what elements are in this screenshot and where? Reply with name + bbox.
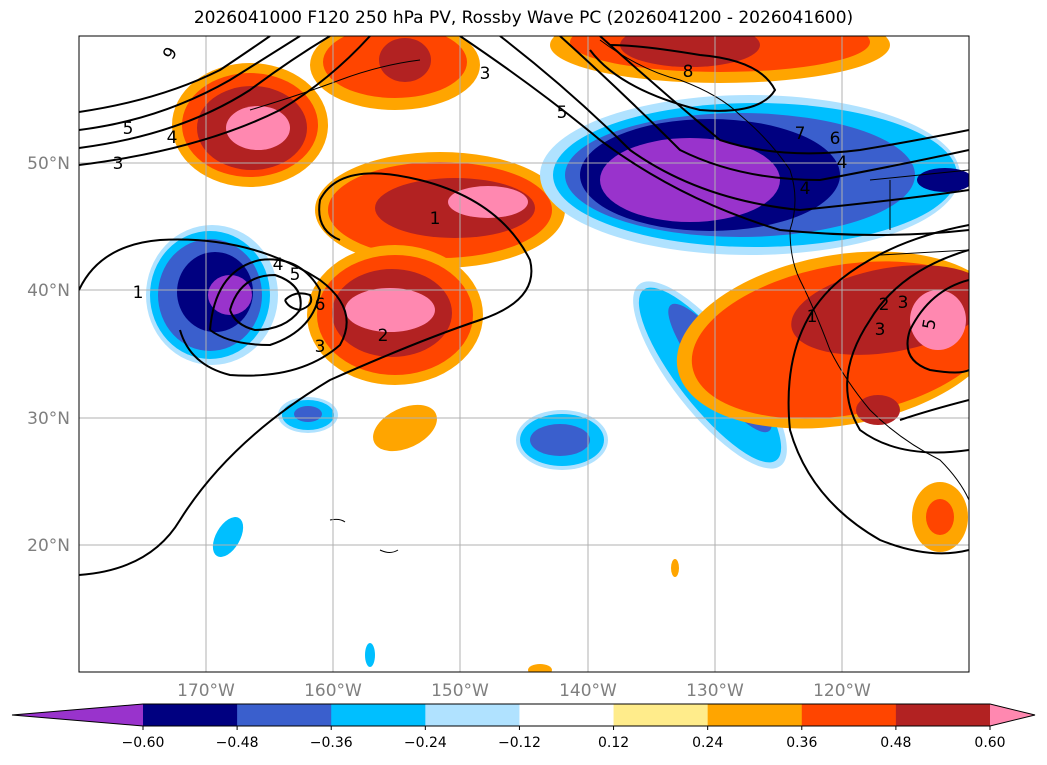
plot-frame bbox=[78, 35, 970, 673]
contour-label: 5 bbox=[290, 265, 301, 285]
colorbar-tick-label: −0.48 bbox=[216, 735, 259, 751]
contour-label: 1 bbox=[807, 307, 818, 327]
lon-label: 120°W bbox=[813, 681, 871, 701]
contour-label: 7 bbox=[795, 124, 806, 144]
colorbar-segment bbox=[613, 704, 709, 726]
colorbar-extend-min bbox=[12, 704, 143, 726]
contour-label: 1 bbox=[430, 209, 441, 229]
colorbar-tick-label: 0.12 bbox=[598, 735, 629, 751]
lon-label: 170°W bbox=[177, 681, 235, 701]
colorbar-tick-label: −0.36 bbox=[310, 735, 353, 751]
latitude-labels: 50°N 40°N 30°N 20°N bbox=[27, 154, 70, 556]
lon-label: 140°W bbox=[559, 681, 617, 701]
contour-label: 3 bbox=[875, 320, 886, 340]
colorbar-segment bbox=[143, 704, 238, 726]
graticule bbox=[79, 36, 969, 672]
colorbar-tick-label: 0.36 bbox=[786, 735, 817, 751]
contour-label: 6 bbox=[315, 295, 326, 315]
lat-label: 40°N bbox=[27, 281, 70, 301]
colorbar-extend-max bbox=[990, 704, 1035, 726]
lat-label: 20°N bbox=[27, 536, 70, 556]
colorbar-tick-label: 0.60 bbox=[974, 735, 1005, 751]
colorbar-tick-label: −0.60 bbox=[122, 735, 165, 751]
contour-label: 3 bbox=[480, 64, 491, 84]
lat-label: 30°N bbox=[27, 409, 70, 429]
contour-label: 4 bbox=[800, 179, 811, 199]
contour-label: 2 bbox=[879, 295, 890, 315]
contour-label: 4 bbox=[837, 153, 848, 173]
coastlines bbox=[249, 39, 969, 553]
contour-label: 4 bbox=[273, 255, 284, 275]
contour-label: 5 bbox=[919, 317, 941, 331]
colorbar-segment bbox=[801, 704, 897, 726]
pv-contours bbox=[79, 36, 969, 576]
colorbar-segment bbox=[707, 704, 803, 726]
colorbar-tick-label: −0.24 bbox=[404, 735, 447, 751]
contour-label: 1 bbox=[133, 283, 144, 303]
contour-label: 6 bbox=[830, 129, 841, 149]
contour-label: 3 bbox=[315, 337, 326, 357]
lat-label: 50°N bbox=[27, 154, 70, 174]
contour-labels: 9 5 4 3 3 5 1 7 6 4 4 8 1 4 5 6 3 2 1 3 … bbox=[113, 44, 941, 357]
colorbar-segment bbox=[425, 704, 520, 726]
lon-label: 150°W bbox=[431, 681, 489, 701]
lon-label: 130°W bbox=[686, 681, 744, 701]
contour-label: 4 bbox=[167, 128, 178, 148]
contour-label: 3 bbox=[898, 293, 909, 313]
colorbar-tick-label: −0.12 bbox=[498, 735, 541, 751]
lon-label: 160°W bbox=[304, 681, 362, 701]
map-title: 2026041000 F120 250 hPa PV, Rossby Wave … bbox=[193, 8, 854, 28]
contour-label: 2 bbox=[378, 326, 389, 346]
contour-label: 8 bbox=[683, 62, 694, 82]
colorbar-tick-label: 0.48 bbox=[880, 735, 911, 751]
longitude-labels: 170°W 160°W 150°W 140°W 130°W 120°W bbox=[177, 681, 871, 701]
contour-label: 5 bbox=[557, 103, 568, 123]
contour-label: 3 bbox=[113, 154, 124, 174]
colorbar-segment bbox=[237, 704, 332, 726]
contour-label: 5 bbox=[123, 119, 134, 139]
colorbar-segment bbox=[519, 704, 615, 726]
pv-anomaly-fill bbox=[146, 36, 969, 672]
colorbar-segment bbox=[895, 704, 991, 726]
colorbar-tick-label: 0.24 bbox=[692, 735, 723, 751]
colorbar-segment bbox=[331, 704, 426, 726]
colorbar: −0.60 −0.48 −0.36 −0.24 −0.12 0.12 0.24 0.36 0.4… bbox=[11, 703, 1036, 751]
map-plot-area: 9 5 4 3 3 5 1 7 6 4 4 8 1 4 5 6 3 2 1 3 … bbox=[79, 36, 969, 672]
